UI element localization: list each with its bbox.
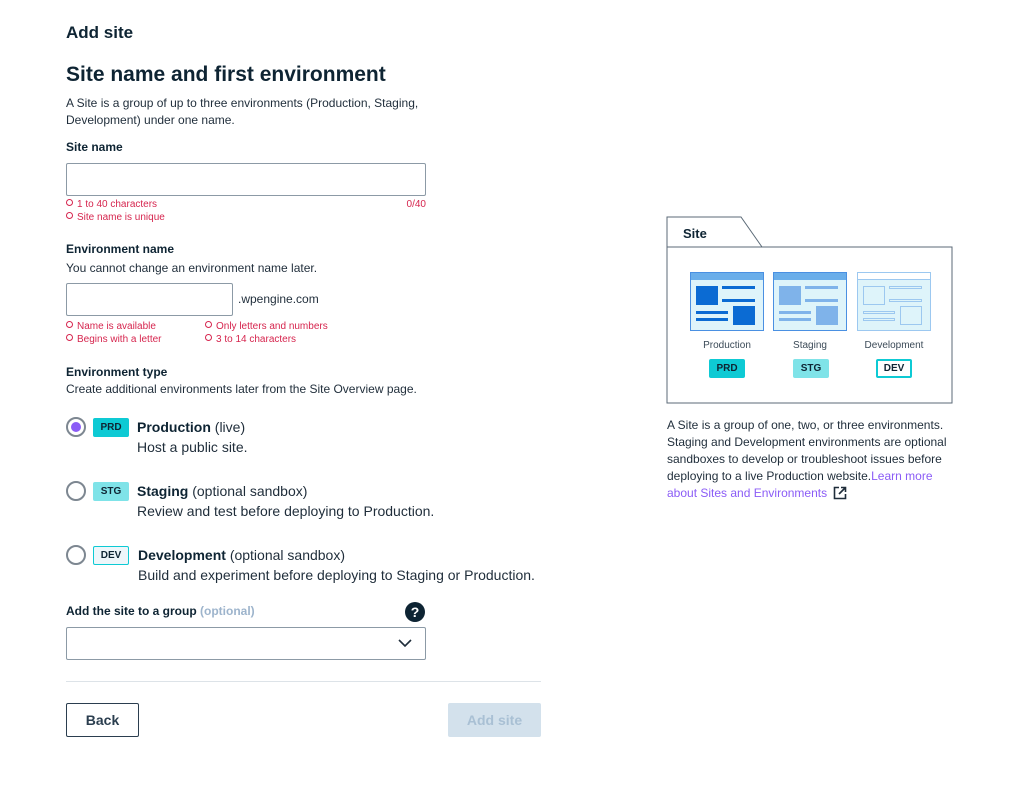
env-label-staging: Staging: [793, 340, 827, 351]
divider: [66, 681, 541, 682]
radio-development[interactable]: [66, 545, 86, 565]
site-name-input[interactable]: [66, 163, 426, 196]
development-window-icon: [857, 272, 931, 331]
sidebar-text-4-body: deploying to a live Production website.: [667, 469, 872, 483]
folder-label: Site: [683, 226, 707, 241]
environment-name-description: You cannot change an environment name la…: [66, 261, 318, 275]
back-button[interactable]: Back: [66, 703, 139, 737]
optional-tag: (optional): [200, 604, 255, 618]
group-label-text: Add the site to a group: [66, 604, 197, 618]
option-staging-title: Staging (optional sandbox): [137, 483, 307, 499]
option-name: Production: [137, 419, 211, 435]
badge-prd: PRD: [93, 418, 129, 437]
domain-suffix: .wpengine.com: [238, 292, 319, 306]
section-title: Site name and first environment: [66, 63, 386, 86]
learn-more-link-text[interactable]: about Sites and Environments: [667, 486, 828, 500]
question-circle-icon[interactable]: ?: [405, 602, 425, 622]
environment-type-label: Environment type: [66, 365, 168, 379]
hint-length: 1 to 40 characters: [66, 199, 157, 210]
learn-more-link-2[interactable]: about Sites and Environments: [667, 486, 847, 500]
option-name: Staging: [137, 483, 189, 499]
badge-stg: STG: [93, 482, 129, 501]
section-description-2: Development) under one name.: [66, 113, 235, 127]
environment-name-label: Environment name: [66, 242, 175, 256]
option-qualifier: (optional sandbox): [192, 483, 308, 499]
sidebar-text-4: deploying to a live Production website.L…: [667, 469, 933, 483]
group-label: Add the site to a group (optional): [66, 604, 255, 618]
env-label-production: Production: [703, 340, 751, 351]
hint-unique: Site name is unique: [66, 212, 165, 223]
sidebar-badge-dev: DEV: [876, 359, 912, 378]
sidebar-text-2: Staging and Development environments are…: [667, 435, 947, 449]
option-development-title: Development (optional sandbox): [138, 547, 345, 563]
sidebar-badge-stg: STG: [793, 359, 829, 378]
hint-letter: Begins with a letter: [66, 334, 162, 345]
sidebar-text-3: sandboxes to develop or troubleshoot iss…: [667, 452, 942, 466]
environment-type-description: Create additional environments later fro…: [66, 382, 417, 396]
option-qualifier: (optional sandbox): [229, 547, 345, 563]
option-qualifier: (live): [214, 419, 246, 435]
group-select[interactable]: [66, 627, 426, 660]
option-name: Development: [138, 547, 226, 563]
chevron-down-icon: [398, 639, 412, 648]
option-production-description: Host a public site.: [137, 439, 248, 455]
site-name-counter: 0/40: [406, 199, 426, 210]
env-label-development: Development: [864, 340, 924, 351]
badge-dev: DEV: [93, 546, 129, 565]
option-staging-description: Review and test before deploying to Prod…: [137, 503, 435, 519]
learn-more-link[interactable]: Learn more: [871, 469, 933, 483]
radio-production[interactable]: [66, 417, 86, 437]
site-name-label: Site name: [66, 140, 123, 154]
sidebar-badge-prd: PRD: [709, 359, 745, 378]
production-window-icon: [690, 272, 764, 331]
page-header-title: Add site: [66, 23, 134, 42]
hint-chars: 3 to 14 characters: [205, 334, 296, 345]
option-development-description: Build and experiment before deploying to…: [138, 567, 535, 583]
radio-staging[interactable]: [66, 481, 86, 501]
add-site-button[interactable]: Add site: [448, 703, 541, 737]
staging-window-icon: [773, 272, 847, 331]
section-description: A Site is a group of up to three environ…: [66, 96, 419, 110]
option-production-title: Production (live): [137, 419, 245, 435]
environment-name-input[interactable]: [66, 283, 233, 316]
external-link-icon[interactable]: [833, 486, 847, 500]
hint-available: Name is available: [66, 321, 156, 332]
sidebar-text-1: A Site is a group of one, two, or three …: [667, 418, 944, 432]
hint-alnum: Only letters and numbers: [205, 321, 328, 332]
